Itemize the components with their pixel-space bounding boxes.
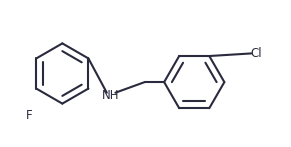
Text: NH: NH [102,88,120,102]
Text: F: F [26,109,32,122]
Text: Cl: Cl [251,47,262,60]
